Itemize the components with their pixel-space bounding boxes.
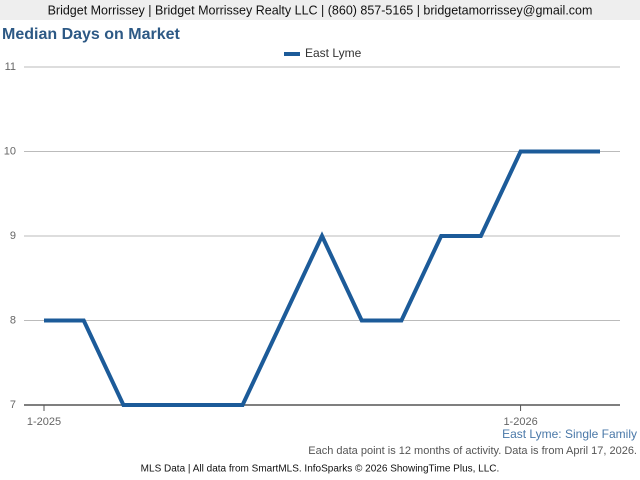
y-tick-label: 7: [10, 399, 16, 411]
y-tick-label: 11: [5, 61, 16, 73]
data-line: [44, 149, 600, 407]
chart-title: Median Days on Market: [2, 26, 181, 43]
y-tick-label: 10: [4, 145, 16, 157]
header-bar: [0, 0, 640, 20]
header: Bridget Morrissey | Bridget Morrissey Re…: [48, 3, 593, 17]
x-tick-label: 1-2026: [503, 416, 537, 428]
footer: MLS Data | All data from SmartMLS. InfoS…: [141, 464, 500, 475]
annotation: East Lyme: Single Family: [502, 427, 637, 441]
annotation: Each data point is 12 months of activity…: [308, 445, 637, 457]
y-tick-label: 9: [10, 230, 16, 242]
y-tick-label: 8: [10, 314, 16, 326]
legend-label: East Lyme: [305, 46, 362, 60]
x-tick-label: 1-2025: [27, 416, 61, 428]
